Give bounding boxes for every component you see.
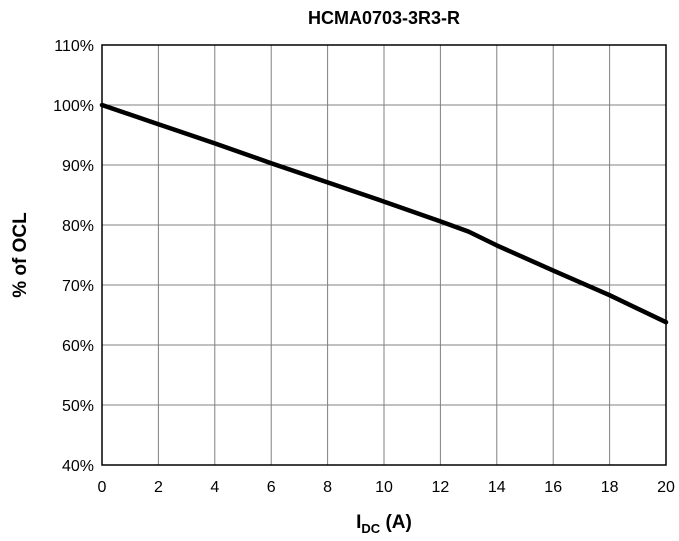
x-tick-label: 18 bbox=[601, 479, 619, 496]
y-tick-label: 90% bbox=[62, 158, 94, 175]
x-tick-label: 6 bbox=[267, 479, 276, 496]
x-axis-label: IDC (A) bbox=[356, 512, 412, 536]
ocl-curve bbox=[99, 102, 669, 325]
plot-frame bbox=[101, 44, 667, 466]
y-axis-label: % of OCL bbox=[10, 212, 31, 298]
x-tick-label: 16 bbox=[544, 479, 562, 496]
y-axis-ticks: 40% 50% 60% 70% 80% 90% 100% 110% bbox=[53, 38, 94, 475]
x-axis-ticks: 0 2 4 6 8 10 12 14 16 18 20 bbox=[98, 479, 675, 496]
x-tick-label: 4 bbox=[210, 479, 219, 496]
y-tick-label: 80% bbox=[62, 218, 94, 235]
grid bbox=[101, 44, 667, 466]
y-tick-label: 70% bbox=[62, 278, 94, 295]
y-tick-label: 100% bbox=[53, 98, 94, 115]
x-tick-label: 14 bbox=[488, 479, 506, 496]
chart-title: HCMA0703-3R3-R bbox=[308, 8, 460, 28]
x-tick-label: 2 bbox=[154, 479, 163, 496]
y-tick-label: 40% bbox=[62, 458, 94, 475]
y-tick-label: 110% bbox=[54, 38, 94, 55]
x-tick-label: 12 bbox=[432, 479, 450, 496]
y-tick-label: 50% bbox=[62, 398, 94, 415]
x-tick-label: 0 bbox=[98, 479, 107, 496]
x-tick-label: 8 bbox=[323, 479, 332, 496]
x-tick-label: 10 bbox=[375, 479, 393, 496]
y-tick-label: 60% bbox=[62, 338, 94, 355]
x-tick-label: 20 bbox=[657, 479, 675, 496]
